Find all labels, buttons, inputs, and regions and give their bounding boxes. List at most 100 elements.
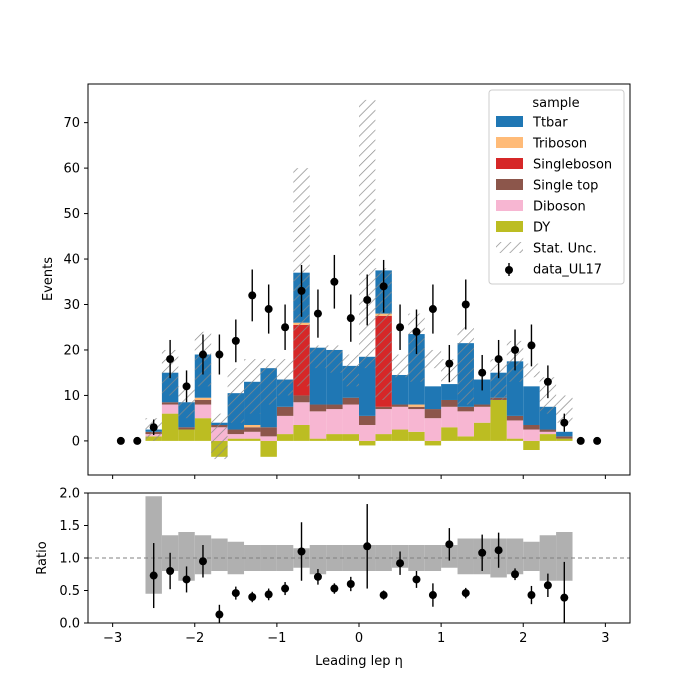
bar-ttbar	[391, 374, 409, 405]
bar-single-top	[539, 429, 557, 432]
bar-dy	[244, 438, 261, 441]
stat-unc-hatch	[457, 327, 474, 405]
bar-single-top	[391, 404, 409, 407]
stat-unc-hatch	[375, 268, 392, 400]
stat-unc-hatch	[391, 354, 409, 378]
bar-diboson	[441, 406, 458, 428]
bar-dy	[178, 429, 195, 441]
bar-dy	[424, 440, 442, 446]
legend-entries: Ttbar Triboson Singleboson Single top Diboso…	[496, 116, 612, 278]
bar-diboson	[523, 429, 540, 441]
bar-single-top	[424, 409, 442, 419]
bar-diboson	[194, 404, 212, 419]
legend-label: DY	[533, 221, 550, 236]
legend-label: Ttbar	[532, 116, 568, 131]
ratio-points	[149, 504, 569, 623]
data-point	[116, 436, 125, 445]
ratio-point	[198, 557, 207, 566]
ratio-point	[428, 591, 437, 600]
ratio-band-bin	[178, 532, 195, 581]
bar-single-top	[293, 395, 310, 403]
data-point	[198, 350, 207, 359]
stat-unc-hatch	[490, 359, 507, 400]
x-tick-label: 2	[519, 631, 527, 646]
data-point	[396, 323, 405, 332]
ratio-point	[461, 589, 470, 598]
bar-diboson	[244, 431, 261, 439]
legend-label: Triboson	[532, 137, 587, 152]
ratio-point	[511, 570, 520, 579]
ratio-point	[494, 546, 503, 555]
ratio-band-bin	[506, 538, 524, 575]
bar-triboson	[194, 397, 212, 400]
bar-single-top	[194, 399, 212, 405]
bar-dy	[194, 418, 212, 441]
bar-diboson	[161, 404, 179, 414]
ratio-point	[346, 580, 355, 588]
y-tick-label: 50	[63, 207, 80, 222]
ratio-band-bin	[309, 545, 327, 575]
x-tick-label: −3	[103, 631, 122, 646]
legend-swatch	[496, 137, 523, 148]
bar-diboson	[424, 418, 442, 441]
data-point	[478, 368, 487, 377]
bar-single-top	[161, 402, 179, 405]
bar-single-top	[457, 406, 474, 412]
ratio-point	[231, 589, 240, 598]
legend-swatch	[496, 179, 523, 190]
bar-single-top	[556, 436, 573, 439]
bar-diboson	[473, 406, 491, 423]
bar-single-top	[178, 427, 195, 430]
data-point	[379, 282, 388, 291]
ratio-y-ticks: 0.0 0.5 1.0 1.5 2.0	[59, 487, 88, 632]
ratio-point	[478, 548, 487, 557]
bar-diboson	[506, 420, 524, 439]
bar-ttbar	[473, 379, 491, 405]
ratio-point	[281, 584, 290, 593]
x-tick-label: 1	[437, 631, 445, 646]
bar-diboson	[359, 424, 376, 441]
ratio-band-bin	[408, 545, 425, 571]
stat-unc-hatch	[309, 345, 327, 369]
bar-dy	[342, 434, 359, 441]
data-point	[297, 286, 306, 295]
legend-swatch	[496, 116, 523, 127]
ratio-y-tick-label: 2.0	[59, 487, 80, 502]
ratio-y-tick-label: 0.5	[59, 584, 80, 599]
bar-diboson	[326, 409, 343, 435]
bar-dy	[276, 434, 294, 441]
stat-unc-hatch	[342, 354, 359, 387]
ratio-point	[182, 575, 191, 584]
data-point	[560, 418, 569, 427]
bar-dy	[293, 424, 310, 441]
ratio-y-tick-label: 0.0	[59, 617, 80, 632]
y-tick-label: 20	[63, 343, 80, 358]
y-tick-label: 60	[63, 162, 80, 177]
bar-single-top	[523, 424, 540, 430]
bar-diboson	[539, 431, 557, 435]
bar-single-top	[506, 415, 524, 421]
ratio-band-bin	[211, 538, 228, 571]
ratio-point	[379, 591, 388, 600]
data-point	[215, 350, 224, 359]
stat-unc-hatch	[244, 359, 261, 414]
bar-dy	[227, 438, 245, 441]
main-x-ticks	[112, 475, 606, 479]
bar-single-top	[309, 404, 327, 412]
stat-unc-hatch	[359, 99, 376, 369]
ratio-point	[330, 584, 339, 593]
data-point	[593, 436, 602, 445]
data-point	[428, 305, 437, 314]
ratio-y-tick-label: 1.5	[59, 519, 80, 534]
bar-dy	[473, 422, 491, 441]
bar-diboson	[293, 402, 310, 425]
bar-diboson	[457, 411, 474, 437]
bar-dy	[523, 440, 540, 450]
data-point	[248, 291, 257, 300]
legend: sample Ttbar Triboson Singleboson Single to…	[488, 89, 625, 285]
ratio-point	[215, 610, 224, 619]
y-tick-label: 30	[63, 298, 80, 313]
legend-label: data_UL17	[533, 263, 602, 278]
stat-unc-hatch	[523, 363, 540, 378]
data-points	[116, 254, 602, 445]
